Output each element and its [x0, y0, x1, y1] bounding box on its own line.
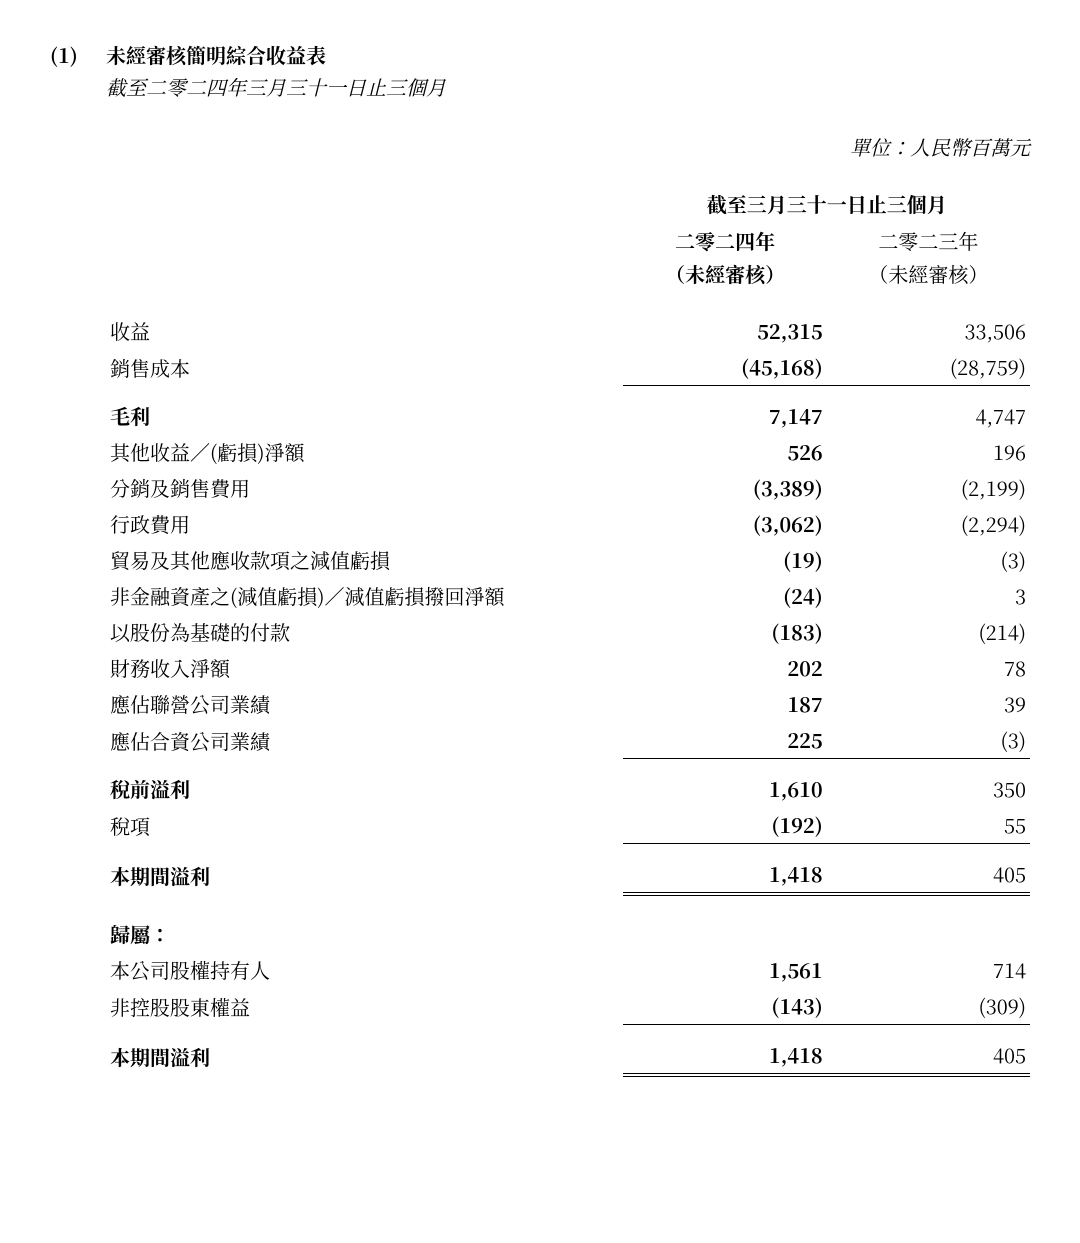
table-row: 稅項 (192) 55 — [106, 807, 1030, 844]
table-row: 本公司股權持有人 1,561 714 — [106, 952, 1030, 988]
cell-value: (309) — [827, 988, 1030, 1025]
cell-value: 33,506 — [827, 313, 1030, 349]
row-label-share-based: 以股份為基礎的付款 — [106, 614, 623, 650]
cell-value: (143) — [623, 988, 826, 1025]
table-row: 其他收益／(虧損)淨額 526 196 — [106, 434, 1030, 470]
table-row: 銷售成本 (45,168) (28,759) — [106, 349, 1030, 386]
cell-value: (28,759) — [827, 349, 1030, 386]
cell-value: 196 — [827, 434, 1030, 470]
cell-value: 4,747 — [827, 398, 1030, 434]
cell-value: 714 — [827, 952, 1030, 988]
audit-status-2024: （未經審核） — [623, 256, 826, 293]
row-label-fin-income: 財務收入淨額 — [106, 650, 623, 686]
row-label-dist-sell: 分銷及銷售費用 — [106, 470, 623, 506]
table-row: 稅前溢利 1,610 350 — [106, 771, 1030, 807]
row-label-cogs: 銷售成本 — [106, 349, 623, 386]
cell-value: 1,418 — [623, 856, 826, 894]
cell-value: 187 — [623, 686, 826, 722]
cell-value: (192) — [623, 807, 826, 844]
col-header-year-2023: 二零二三年 — [827, 223, 1030, 256]
cell-value: (2,199) — [827, 470, 1030, 506]
row-label-other-gain: 其他收益／(虧損)淨額 — [106, 434, 623, 470]
cell-value: 202 — [623, 650, 826, 686]
cell-value: 52,315 — [623, 313, 826, 349]
cell-value: (3) — [827, 722, 1030, 759]
row-label-admin: 行政費用 — [106, 506, 623, 542]
cell-value: (3,062) — [623, 506, 826, 542]
cell-value: 1,418 — [623, 1037, 826, 1075]
cell-value: 405 — [827, 856, 1030, 894]
cell-value: 39 — [827, 686, 1030, 722]
cell-value: 1,561 — [623, 952, 826, 988]
table-row: 應佔合資公司業績 225 (3) — [106, 722, 1030, 759]
audit-status-2023: （未經審核） — [827, 256, 1030, 293]
cell-value: 78 — [827, 650, 1030, 686]
row-label-tax: 稅項 — [106, 807, 623, 844]
section-subtitle: 截至二零二四年三月三十一日止三個月 — [106, 72, 1030, 102]
period-header: 截至三月三十一日止三個月 — [623, 186, 1030, 223]
row-label-gross: 毛利 — [106, 398, 623, 434]
cell-value: 526 — [623, 434, 826, 470]
table-row: 毛利 7,147 4,747 — [106, 398, 1030, 434]
cell-value: 3 — [827, 578, 1030, 614]
cell-value: (3) — [827, 542, 1030, 578]
cell-value: 350 — [827, 771, 1030, 807]
section-title: 未經審核簡明綜合收益表 — [106, 40, 326, 70]
row-label-assoc: 應佔聯營公司業績 — [106, 686, 623, 722]
cell-value: 1,610 — [623, 771, 826, 807]
row-label-attributable: 歸屬： — [106, 916, 623, 952]
cell-value: 405 — [827, 1037, 1030, 1075]
row-label-revenue: 收益 — [106, 313, 623, 349]
row-label-nci: 非控股股東權益 — [106, 988, 623, 1025]
row-label-jv: 應佔合資公司業績 — [106, 722, 623, 759]
table-row: 歸屬： — [106, 916, 1030, 952]
income-statement-table: 截至三月三十一日止三個月 二零二四年 二零二三年 （未經審核） （未經審核） 收… — [106, 186, 1030, 1077]
cell-value: 225 — [623, 722, 826, 759]
table-row: 收益 52,315 33,506 — [106, 313, 1030, 349]
cell-value: (45,168) — [623, 349, 826, 386]
table-row: 非控股股東權益 (143) (309) — [106, 988, 1030, 1025]
table-row: 本期間溢利 1,418 405 — [106, 1037, 1030, 1075]
section-number: (1) — [50, 40, 106, 70]
cell-value: (19) — [623, 542, 826, 578]
row-label-period-profit-2: 本期間溢利 — [106, 1037, 623, 1075]
row-label-trade-impair: 貿易及其他應收款項之減值虧損 — [106, 542, 623, 578]
table-row: 貿易及其他應收款項之減值虧損 (19) (3) — [106, 542, 1030, 578]
row-label-pbt: 稅前溢利 — [106, 771, 623, 807]
table-row: 本期間溢利 1,418 405 — [106, 856, 1030, 894]
cell-value: 55 — [827, 807, 1030, 844]
table-row: 非金融資產之(減值虧損)／減值虧損撥回淨額 (24) 3 — [106, 578, 1030, 614]
row-label-period-profit: 本期間溢利 — [106, 856, 623, 894]
col-header-year-2024: 二零二四年 — [623, 223, 826, 256]
table-header-blank — [106, 186, 623, 223]
table-row: 分銷及銷售費用 (3,389) (2,199) — [106, 470, 1030, 506]
cell-value: (183) — [623, 614, 826, 650]
table-row: 財務收入淨額 202 78 — [106, 650, 1030, 686]
unit-label: 單位：人民幣百萬元 — [106, 132, 1030, 162]
row-label-nonfin-impair: 非金融資產之(減值虧損)／減值虧損撥回淨額 — [106, 578, 623, 614]
cell-value: (2,294) — [827, 506, 1030, 542]
table-row: 應佔聯營公司業績 187 39 — [106, 686, 1030, 722]
cell-value: 7,147 — [623, 398, 826, 434]
cell-value: (214) — [827, 614, 1030, 650]
table-row: 行政費用 (3,062) (2,294) — [106, 506, 1030, 542]
cell-value: (3,389) — [623, 470, 826, 506]
row-label-equity-holders: 本公司股權持有人 — [106, 952, 623, 988]
cell-value: (24) — [623, 578, 826, 614]
table-row: 以股份為基礎的付款 (183) (214) — [106, 614, 1030, 650]
